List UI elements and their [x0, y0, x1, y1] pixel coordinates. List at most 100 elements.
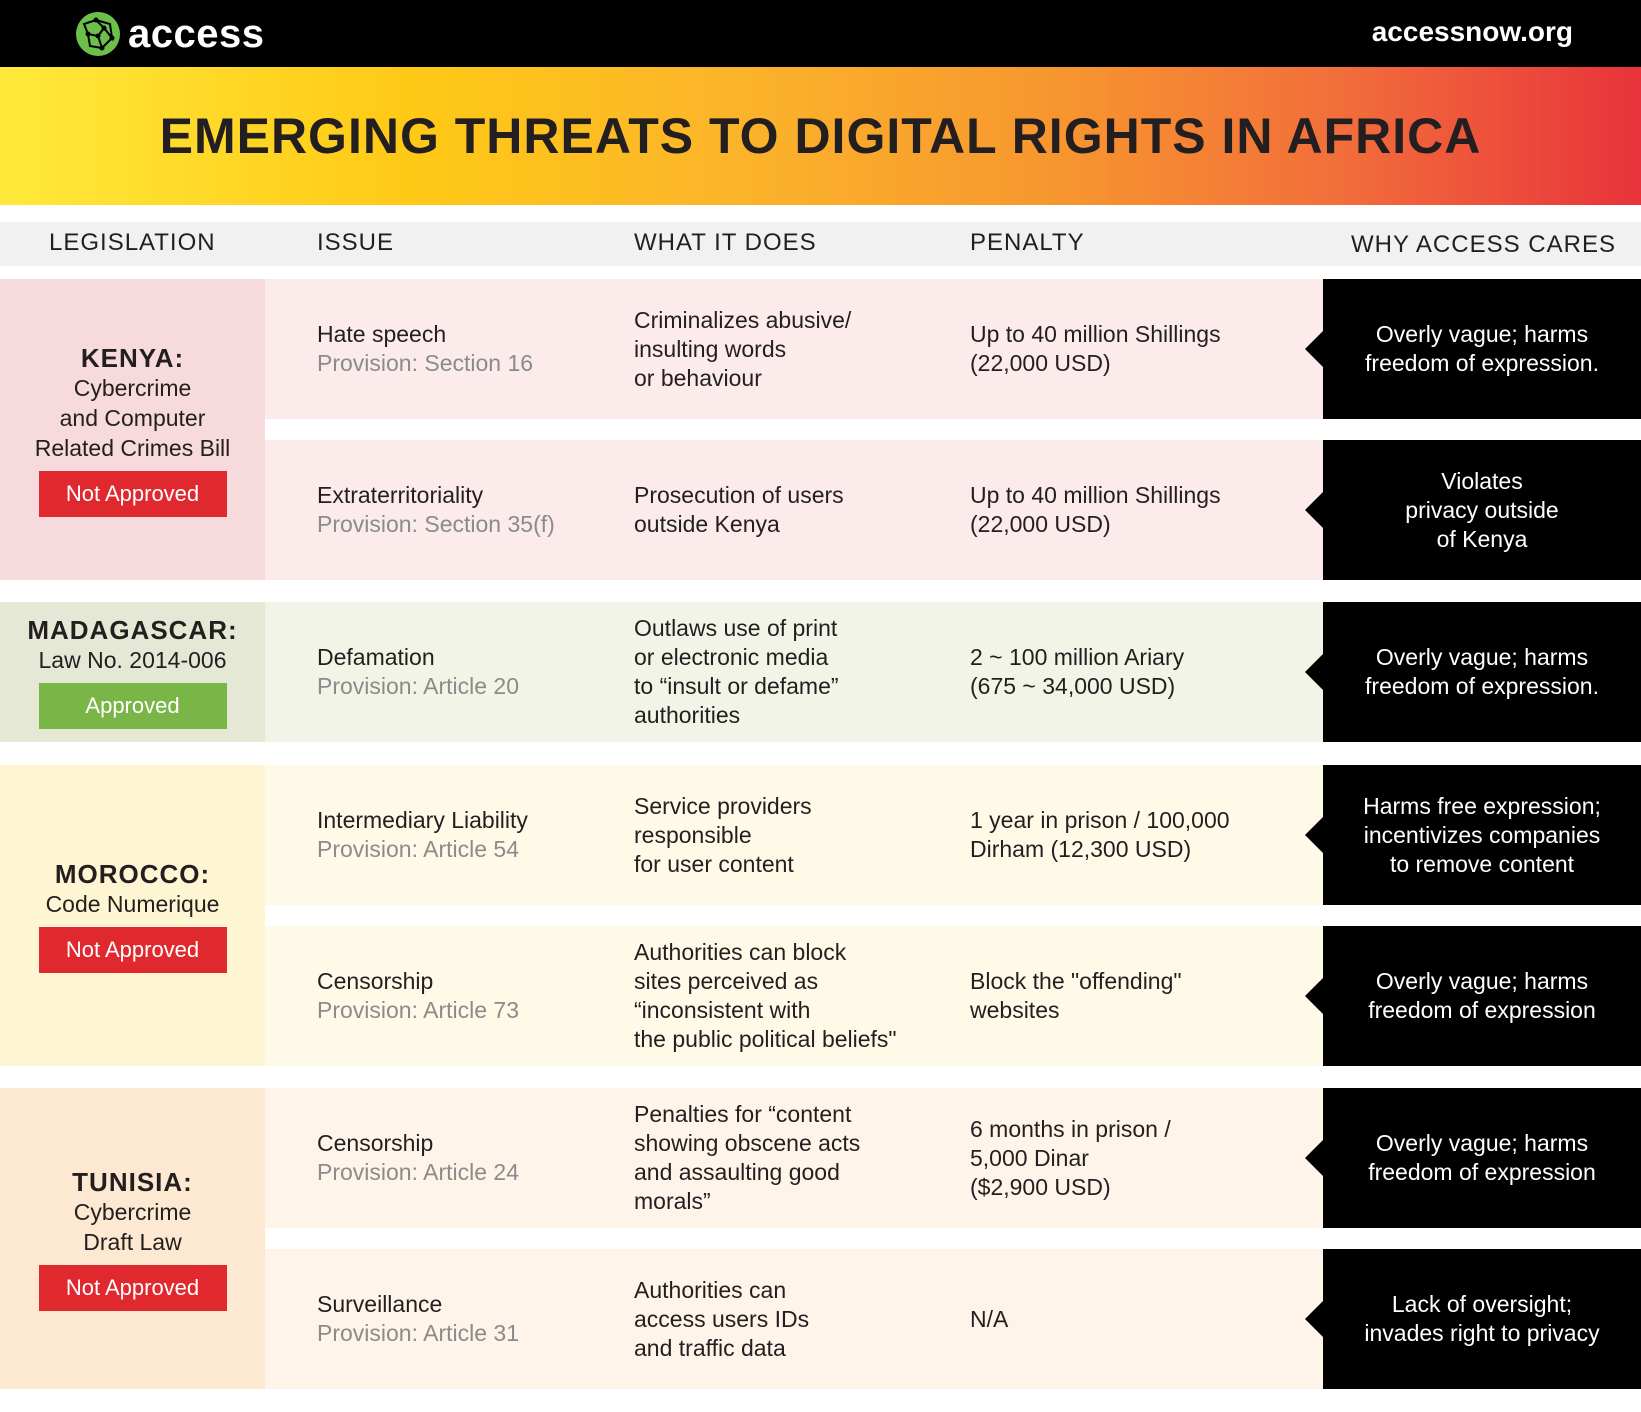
access-logo[interactable]: access [74, 10, 264, 58]
issue-cell: Censorship Provision: Article 73 [317, 967, 519, 1025]
why-access-cares-cell: Overly vague; harms freedom of expression [1305, 1088, 1641, 1228]
country-name: MOROCCO: [54, 858, 211, 889]
why-text-line: Overly vague; harms [1375, 1130, 1589, 1156]
pointer-arrow-icon [1305, 1301, 1323, 1337]
legislation-cell: MOROCCO: Code Numerique Not Approved [0, 765, 265, 1066]
table-row [265, 279, 1323, 419]
why-access-cares-cell: Violates privacy outside of Kenya [1305, 440, 1641, 580]
what-it-does-cell-line: Service providers [634, 792, 812, 819]
what-it-does-cell-line: for user content [634, 850, 794, 877]
country-name: TUNISIA: [72, 1166, 193, 1197]
why-text-line: Violates [1441, 467, 1523, 494]
issue-provision: Provision: Article 24 [317, 1159, 519, 1185]
what-it-does-cell-line: or behaviour [634, 364, 762, 391]
issue-title: Hate speech [317, 321, 447, 347]
penalty-cell: 1 year in prison / 100,000 Dirham (12,300… [970, 806, 1230, 864]
title-banner: EMERGING THREATS TO DIGITAL RIGHTS IN AF… [0, 67, 1641, 205]
why-text-line: Overly vague; harms [1375, 968, 1589, 994]
bill-name-line: Cybercrime [73, 1198, 192, 1225]
what-it-does-cell: Authorities can block sites perceived as “… [634, 938, 897, 1054]
penalty-cell-line: (22,000 USD) [970, 511, 1111, 537]
penalty-cell: Block the "offending" websites [970, 967, 1182, 1025]
site-url[interactable]: accessnow.org [1371, 16, 1573, 47]
penalty-cell-line: N/A [970, 1305, 1009, 1332]
column-header-penalty: PENALTY [970, 229, 1085, 256]
why-text-line: Lack of oversight; [1391, 1291, 1573, 1317]
penalty-cell: Up to 40 million Shillings (22,000 USD) [970, 320, 1221, 378]
what-it-does-cell-line: Authorities can [634, 1276, 787, 1303]
penalty-cell-line: 1 year in prison / 100,000 [970, 807, 1230, 833]
status-badge: Not Approved [38, 926, 227, 973]
issue-title: Extraterritoriality [317, 482, 484, 508]
table-row [265, 1088, 1323, 1228]
why-access-cares-cell: Overly vague; harms freedom of expression… [1305, 602, 1641, 742]
why-text-line: freedom of expression. [1365, 673, 1599, 699]
penalty-cell-line: Block the "offending" [970, 968, 1182, 994]
status-badge: Approved [38, 683, 227, 729]
issue-provision: Provision: Section 16 [317, 350, 534, 376]
issue-cell: Hate speech Provision: Section 16 [317, 320, 533, 378]
issue-provision: Provision: Section 35(f) [317, 511, 555, 537]
penalty-cell-line: Dirham (12,300 USD) [970, 836, 1192, 862]
why-text: Violates privacy outside of Kenya [1405, 467, 1558, 554]
penalty-cell: 6 months in prison /5,000 Dinar ($2,900 U… [970, 1115, 1171, 1202]
penalty-cell-line: ($2,900 USD) [970, 1173, 1111, 1200]
why-access-cares-cell: Overly vague; harms freedom of expression… [1305, 279, 1641, 419]
what-it-does-cell: Outlaws use of print or electronic media t… [634, 614, 839, 730]
bill-name-line: and Computer [59, 404, 206, 431]
penalty-cell: N/A [970, 1305, 1008, 1334]
issue-title: Defamation [317, 644, 435, 670]
issue-provision: Provision: Article 31 [317, 1320, 519, 1346]
why-text-line: freedom of expression. [1365, 350, 1599, 376]
pointer-arrow-icon [1305, 978, 1323, 1014]
what-it-does-cell-line: authorities [634, 702, 741, 728]
issue-cell: Surveillance Provision: Article 31 [317, 1290, 519, 1348]
why-text-line: Harms free expression; [1363, 792, 1601, 819]
issue-cell: Extraterritoriality Provision: Section 35… [317, 481, 555, 539]
penalty-cell: Up to 40 million Shillings (22,000 USD) [970, 481, 1221, 539]
what-it-does-cell-line: Prosecution of users [634, 482, 844, 508]
what-it-does-cell-line: the public political beliefs" [634, 1026, 897, 1052]
what-it-does-cell-line: Criminalizes abusive/ [634, 306, 852, 333]
why-text-line: freedom of expression [1368, 1159, 1596, 1185]
penalty-cell-line: Up to 40 million Shillings [970, 482, 1221, 508]
what-it-does-cell-line: sites perceived as [634, 968, 819, 994]
what-it-does-cell: Penalties for “content showing obscene ac… [634, 1100, 860, 1216]
what-it-does-cell-line: to “insult or defame” [634, 673, 839, 699]
why-text: Overly vague; harms freedom of expression… [1365, 643, 1599, 701]
why-text-line: Overly vague; harms [1375, 644, 1589, 670]
table-row [265, 440, 1323, 580]
bill-name-line: Law No. 2014-006 [38, 647, 227, 673]
what-it-does-cell-line: morals” [634, 1188, 711, 1214]
what-it-does-cell-line: and assaulting good [634, 1159, 840, 1185]
table-row [265, 765, 1323, 905]
pointer-arrow-icon [1305, 492, 1323, 528]
what-it-does-cell: Authorities can access users IDs and traff… [634, 1276, 809, 1363]
why-text: Overly vague; harms freedom of expression [1368, 967, 1596, 1025]
why-text-line: privacy outside [1405, 496, 1559, 523]
table-row [265, 926, 1323, 1066]
issue-cell: Defamation Provision: Article 20 [317, 643, 519, 701]
why-text-line: incentivizes companies [1363, 821, 1601, 848]
why-access-cares-cell: Lack of oversight; invades right to priva… [1305, 1249, 1641, 1389]
what-it-does-cell-line: showing obscene acts [634, 1130, 861, 1156]
pointer-arrow-icon [1305, 654, 1323, 690]
legislation-cell: MADAGASCAR: Law No. 2014-006 Approved [0, 602, 265, 742]
legislation-cell: TUNISIA: Cybercrime Draft Law Not Approved [0, 1088, 265, 1389]
penalty-cell-line: 6 months in prison / [970, 1115, 1171, 1142]
what-it-does-cell-line: Penalties for “content [634, 1101, 852, 1127]
country-name: KENYA: [80, 342, 185, 373]
globe-icon [76, 12, 120, 56]
column-header-legislation: LEGISLATION [49, 229, 216, 256]
what-it-does-cell: Prosecution of users outside Kenya [634, 481, 844, 539]
column-header-why-access-cares: WHY ACCESS CARES [1351, 231, 1616, 258]
why-text-line: Overly vague; harms [1375, 321, 1589, 347]
penalty-cell-line: (675 ~ 34,000 USD) [970, 673, 1176, 699]
what-it-does-cell: Criminalizes abusive/insulting words or b… [634, 306, 851, 393]
bill-name-line: Cybercrime [73, 374, 192, 401]
page-title: EMERGING THREATS TO DIGITAL RIGHTS IN AF… [159, 108, 1482, 164]
why-text-line: freedom of expression [1368, 997, 1596, 1023]
issue-provision: Provision: Article 73 [317, 997, 519, 1023]
why-text-line: of Kenya [1436, 525, 1528, 552]
issue-title: Intermediary Liability [317, 807, 528, 833]
